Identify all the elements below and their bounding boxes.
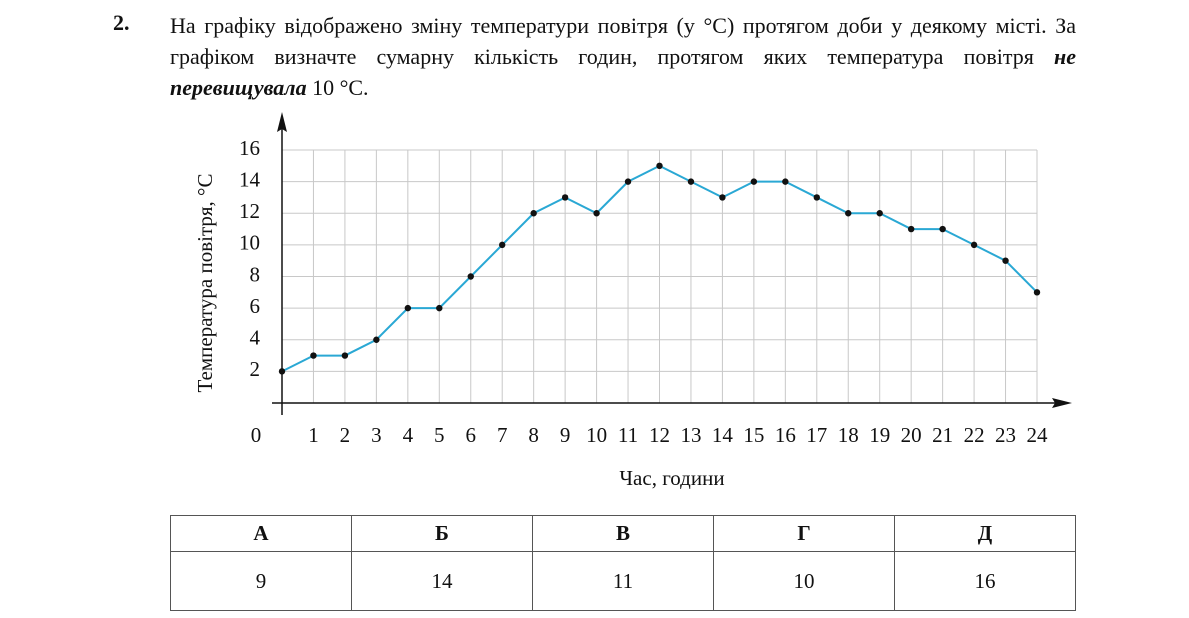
x-tick-label: 1 — [308, 423, 319, 447]
x-axis-label: Час, години — [619, 466, 724, 490]
point — [624, 178, 632, 185]
table-header: Б — [351, 515, 533, 552]
table-cell: 11 — [532, 551, 714, 611]
point — [278, 368, 286, 375]
x-tick-label: 5 — [434, 423, 445, 447]
point — [939, 225, 946, 233]
point — [687, 178, 695, 185]
x-axis-arrow — [1052, 398, 1072, 408]
table-header: Г — [713, 515, 895, 552]
x-tick-label: 17 — [806, 423, 827, 447]
point — [719, 194, 726, 201]
point — [907, 225, 915, 233]
x-tick-label: 16 — [775, 423, 796, 447]
table-cell: 10 — [713, 551, 895, 611]
x-tick-label: 4 — [403, 423, 414, 447]
question-emphasis: не перевищувала — [170, 44, 1077, 100]
x-tick-label: 23 — [995, 423, 1016, 447]
point — [750, 178, 758, 185]
x-tick-label: 22 — [964, 423, 985, 447]
point — [310, 352, 317, 359]
y-tick-label: 16 — [239, 136, 260, 160]
point — [876, 210, 883, 217]
x-tick-label: 0 — [251, 423, 262, 447]
point — [1002, 257, 1009, 264]
y-tick-label: 2 — [250, 357, 261, 381]
point — [530, 210, 537, 217]
table-header: В — [532, 515, 714, 552]
x-tick-label: 10 — [586, 423, 607, 447]
y-tick-label: 10 — [239, 231, 260, 255]
x-tick-label: 3 — [371, 423, 382, 447]
x-tick-label: 14 — [712, 423, 734, 447]
x-tick-label: 2 — [340, 423, 351, 447]
point — [1033, 289, 1041, 296]
point — [341, 352, 349, 359]
point — [436, 304, 443, 312]
x-tick-label: 12 — [649, 423, 670, 447]
x-tick-label: 21 — [932, 423, 953, 447]
y-axis-arrow — [277, 112, 287, 132]
point — [561, 194, 569, 201]
y-tick-label: 6 — [250, 294, 261, 318]
y-tick-label: 14 — [239, 167, 261, 191]
point — [845, 210, 852, 217]
y-tick-label: 12 — [239, 199, 260, 223]
point — [499, 241, 506, 249]
table-header: А — [170, 515, 352, 552]
x-tick-label: 19 — [869, 423, 890, 447]
y-tick-label: 4 — [250, 326, 261, 350]
x-tick-label: 20 — [901, 423, 922, 447]
table-cell: 14 — [351, 551, 533, 611]
table-cell: 16 — [894, 551, 1076, 611]
x-tick-label: 6 — [466, 423, 477, 447]
x-tick-label: 13 — [680, 423, 701, 447]
question-number: 2. — [113, 10, 130, 35]
question-text-after: 10 °С. — [312, 75, 369, 100]
question-text-before: На графіку відображено зміну температури… — [170, 13, 1076, 69]
point — [593, 210, 600, 217]
x-tick-label: 9 — [560, 423, 571, 447]
point — [373, 336, 380, 343]
x-tick-label: 7 — [497, 423, 508, 447]
point — [813, 194, 820, 201]
x-tick-label: 15 — [743, 423, 764, 447]
table-header: Д — [894, 515, 1076, 552]
x-tick-label: 24 — [1027, 423, 1049, 447]
y-axis-label: Температура повітря, °С — [193, 174, 217, 393]
point — [970, 241, 978, 249]
point — [404, 304, 412, 312]
question-text: На графіку відображено зміну температури… — [170, 10, 1076, 103]
table-cell: 9 — [170, 551, 352, 611]
x-tick-label: 18 — [838, 423, 859, 447]
point — [656, 162, 663, 170]
x-tick-label: 11 — [618, 423, 638, 447]
y-tick-label: 8 — [250, 262, 261, 286]
point — [782, 178, 789, 185]
point — [467, 273, 474, 280]
x-tick-label: 8 — [528, 423, 539, 447]
